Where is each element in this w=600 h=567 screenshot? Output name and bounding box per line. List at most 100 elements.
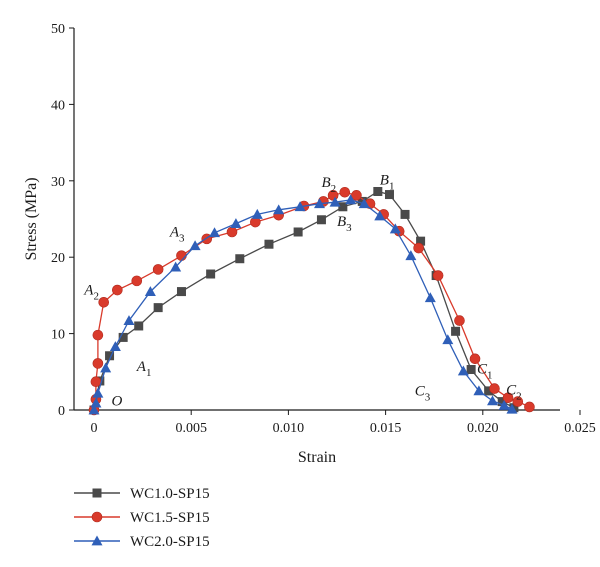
point-annotation: A1 [136, 359, 152, 379]
data-point [90, 376, 102, 388]
data-point [123, 315, 135, 326]
series-triangle [88, 194, 518, 415]
legend-label: WC1.5-SP15 [130, 510, 210, 526]
data-point [294, 201, 306, 212]
x-tick-label: 0.010 [273, 421, 305, 436]
data-point [293, 227, 303, 237]
data-point [176, 287, 186, 297]
data-point [92, 358, 104, 369]
data-point [209, 227, 221, 238]
data-point [357, 196, 367, 206]
data-point [416, 236, 426, 246]
data-point [153, 303, 163, 313]
data-point [512, 396, 524, 407]
legend-item: WC2.0-SP15 [74, 534, 210, 550]
data-point [487, 395, 499, 406]
point-annotation: O [111, 393, 122, 409]
data-point [235, 254, 245, 264]
data-point [144, 286, 156, 296]
y-tick-label: 20 [51, 251, 65, 266]
data-point [413, 242, 424, 254]
data-point [442, 334, 454, 345]
series-layer [88, 186, 535, 416]
data-point [251, 208, 263, 219]
data-point [264, 239, 274, 249]
data-point [489, 383, 500, 394]
data-point [152, 264, 164, 275]
legend-item: WC1.0-SP15 [74, 486, 210, 502]
data-point [502, 392, 514, 404]
y-axis-title: Stress (MPa) [23, 177, 40, 260]
data-point [226, 226, 238, 238]
series-line [93, 190, 515, 411]
legend-label: WC1.0-SP15 [130, 486, 210, 502]
legend: WC1.0-SP15 WC1.5-SP15 WC2.0-SP15 [74, 486, 210, 550]
data-point [109, 341, 121, 351]
point-annotation: B1 [380, 173, 395, 193]
data-point [90, 397, 102, 408]
data-point [88, 404, 100, 415]
legend-marker [91, 511, 103, 523]
data-point [131, 275, 143, 287]
data-point [345, 194, 357, 205]
series-square [89, 186, 519, 415]
data-point [92, 329, 104, 341]
data-point [230, 218, 242, 228]
y-tick-label: 30 [51, 175, 65, 190]
point-annotation: A3 [169, 225, 185, 245]
data-point [473, 385, 485, 396]
data-point [432, 270, 444, 281]
data-point [314, 198, 326, 209]
data-point [98, 296, 110, 308]
data-point [466, 365, 476, 375]
legend-marker [91, 535, 103, 546]
x-tick-label: 0.020 [467, 421, 499, 436]
data-point [92, 387, 104, 398]
y-tick-label: 0 [58, 404, 65, 419]
legend-item: WC1.5-SP15 [74, 510, 210, 526]
x-tick-label: 0.015 [370, 421, 402, 436]
data-point [469, 353, 481, 365]
data-point [498, 399, 510, 410]
data-point [400, 209, 410, 219]
point-annotation: C1 [477, 361, 493, 381]
data-point [105, 351, 115, 361]
data-point [206, 269, 216, 279]
y-tick-label: 10 [51, 328, 65, 343]
point-annotation: A2 [83, 283, 99, 303]
x-axis-title: Strain [298, 449, 336, 466]
data-point [316, 215, 326, 225]
data-point [170, 261, 182, 272]
data-point [373, 186, 383, 196]
series-line [93, 191, 530, 411]
data-point [454, 315, 465, 326]
data-point [329, 196, 341, 207]
data-point [118, 332, 128, 342]
series-circle [88, 186, 535, 416]
data-point [189, 240, 201, 251]
series-line [93, 199, 513, 411]
data-point [358, 198, 370, 209]
data-point [484, 386, 494, 396]
data-point [451, 326, 461, 336]
data-point [389, 223, 401, 234]
y-tick-label: 40 [51, 98, 65, 113]
data-point [339, 186, 351, 198]
point-annotation: B3 [337, 214, 352, 234]
data-point [506, 403, 518, 414]
y-tick-label: 50 [51, 22, 65, 37]
data-point [273, 204, 285, 215]
legend-label: WC2.0-SP15 [130, 534, 210, 550]
point-annotation: C3 [415, 383, 431, 403]
x-tick-label: 0.025 [564, 421, 596, 436]
data-point [176, 250, 187, 261]
data-point [424, 292, 436, 303]
data-point [134, 321, 144, 331]
data-point [338, 202, 348, 212]
data-point [100, 362, 112, 373]
data-point [524, 401, 535, 413]
data-point [351, 190, 362, 201]
legend-marker [92, 488, 102, 498]
